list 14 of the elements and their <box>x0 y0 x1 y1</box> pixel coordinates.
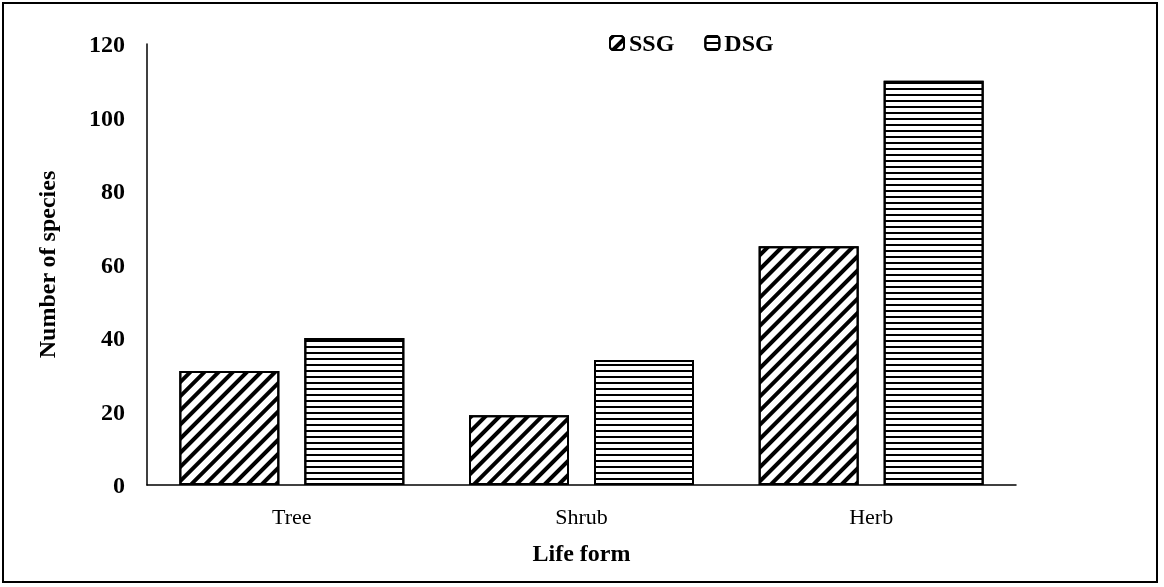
x-tick-label: Tree <box>272 503 312 529</box>
legend-label: SSG <box>629 30 675 56</box>
y-tick-label: 20 <box>101 398 125 425</box>
y-tick-label: 80 <box>101 178 125 204</box>
x-tick-label: Herb <box>849 503 894 529</box>
x-tick-label: Shrub <box>555 503 608 529</box>
y-tick-label: 60 <box>101 251 125 278</box>
x-axis-title: Life form <box>532 540 631 566</box>
y-tick-label: 40 <box>101 325 125 351</box>
y-tick-label: 0 <box>113 472 125 498</box>
legend-label: DSG <box>724 30 775 56</box>
y-tick-label: 100 <box>89 104 125 131</box>
y-axis-title: Number of species <box>34 170 60 359</box>
y-tick-label: 120 <box>89 31 125 57</box>
